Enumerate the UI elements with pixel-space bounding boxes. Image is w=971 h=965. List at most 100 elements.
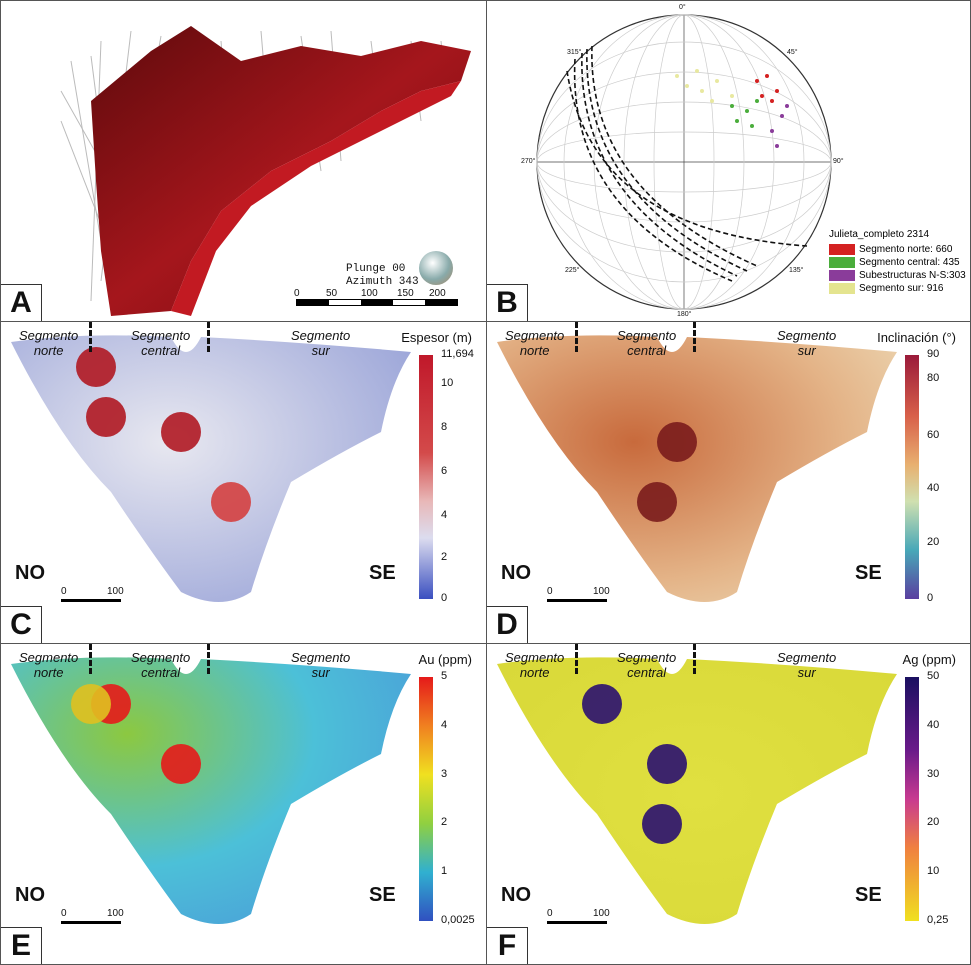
colorbar-tick: 20 (927, 816, 940, 829)
legend-swatch (829, 244, 855, 255)
dir-135: 135° (789, 267, 804, 274)
colorbar-tick: 10 (927, 865, 940, 878)
segment-norte-line-2: norte (519, 343, 550, 358)
colorbar-tick: 90 (927, 348, 940, 360)
map-scale-100: 100 (107, 586, 124, 597)
colorbar-tick: 0 (927, 592, 934, 604)
panel-d: Segmento norte Segmento central Segmento… (486, 321, 971, 644)
segment-sur-line-1: Segmento (291, 328, 351, 343)
segment-sur-label: Segmento sur (777, 650, 836, 680)
segment-divider-1 (575, 644, 578, 674)
scale-tick-200: 200 (429, 288, 446, 299)
surface-map (11, 657, 411, 924)
colorbar-title: Ag (ppm) (902, 652, 956, 667)
colorbar-tick: 0,25 (927, 914, 949, 926)
segment-sur-label: Segmento sur (291, 650, 350, 680)
legend-title: Julieta_completo 2314 (829, 229, 930, 240)
colorbar-tick: 20 (927, 535, 940, 548)
segment-central-label: Segmento central (617, 328, 676, 358)
surface-map (497, 657, 897, 924)
colorbar (419, 677, 433, 921)
colorbar (905, 677, 919, 921)
segment-central-line-1: Segmento (131, 328, 191, 343)
segment-divider-2 (207, 322, 210, 352)
dir-no-label: NO (501, 884, 531, 906)
legend-label: Segmento sur: 916 (859, 283, 944, 294)
segment-divider-2 (693, 644, 696, 674)
panel-label-d: D (487, 606, 528, 643)
colorbar-tick: 10 (441, 377, 454, 390)
segment-divider-1 (89, 644, 92, 674)
panel-label-b: B (487, 284, 528, 321)
colorbar-tick: 4 (441, 718, 448, 731)
colorbar (419, 355, 433, 599)
colorbar-tick: 1 (441, 865, 448, 878)
scale-tick-0: 0 (294, 288, 300, 299)
colorbar (905, 355, 919, 599)
colorbar-tick: 40 (927, 482, 940, 495)
segment-divider-2 (693, 322, 696, 352)
map-scale-0: 0 (61, 586, 67, 597)
map-scale-0: 0 (547, 586, 553, 597)
colorbar-tick: 2 (441, 550, 448, 563)
map-scale-bar (547, 599, 607, 602)
colorbar-tick: 30 (927, 767, 940, 780)
segment-central-line-1: Segmento (617, 328, 677, 343)
segment-sur-line-1: Segmento (291, 650, 351, 665)
segment-norte-line-1: Segmento (505, 650, 565, 665)
segment-central-line-1: Segmento (131, 650, 191, 665)
panel-a: Plunge 00 Azimuth 343 0 50 100 150 200 A (0, 0, 487, 322)
dir-no-label: NO (15, 884, 45, 906)
segment-central-label: Segmento central (617, 650, 676, 680)
map-scale-bar (547, 921, 607, 924)
plunge-label: Plunge 00 (346, 263, 406, 275)
segment-central-line-2: central (627, 343, 667, 358)
legend-swatch (829, 270, 855, 281)
colorbar-tick: 2 (441, 816, 448, 829)
legend-label: Segmento norte: 660 (859, 244, 953, 255)
map-scale-100: 100 (107, 908, 124, 919)
legend: Julieta_completo 2314 Segmento norte: 66… (829, 229, 969, 296)
segment-norte-label: Segmento norte (505, 328, 564, 358)
segment-norte-line-1: Segmento (19, 650, 79, 665)
dir-no-label: NO (15, 562, 45, 584)
legend-item: Segmento central: 435 (829, 257, 969, 268)
dir-se-label: SE (855, 562, 882, 584)
panel-label-f: F (487, 927, 528, 964)
segment-sur-line-2: sur (311, 343, 330, 358)
colorbar-tick: 3 (441, 767, 448, 780)
segment-sur-label: Segmento sur (777, 328, 836, 358)
map-scale-100: 100 (593, 908, 610, 919)
segment-norte-line-1: Segmento (505, 328, 565, 343)
colorbar-title: Espesor (m) (401, 330, 472, 345)
segment-norte-line-1: Segmento (19, 328, 79, 343)
map-scale-bar (61, 599, 121, 602)
legend-item: Segmento norte: 660 (829, 244, 969, 255)
segment-central-line-2: central (141, 343, 181, 358)
stereonet (536, 14, 832, 310)
segment-sur-line-1: Segmento (777, 650, 837, 665)
dir-180: 180° (677, 311, 692, 318)
dir-se-label: SE (369, 562, 396, 584)
segment-central-line-1: Segmento (617, 650, 677, 665)
segment-central-line-2: central (627, 665, 667, 680)
scale-tick-50: 50 (326, 288, 338, 299)
colorbar-tick: 40 (927, 718, 940, 731)
vein-3d-model (60, 26, 471, 316)
segment-sur-line-2: sur (311, 665, 330, 680)
segment-norte-label: Segmento norte (505, 650, 564, 680)
map-scale-bar (61, 921, 121, 924)
dir-45: 45° (787, 49, 798, 56)
dir-90: 90° (833, 158, 844, 165)
orientation-globe-icon[interactable] (419, 251, 453, 285)
colorbar-title: Inclinación (°) (877, 330, 956, 345)
dir-270: 270° (521, 158, 536, 165)
colorbar-tick: 0,0025 (441, 914, 475, 926)
legend-swatch (829, 257, 855, 268)
dir-225: 225° (565, 267, 580, 274)
colorbar-tick: 60 (927, 428, 940, 441)
segment-norte-line-2: norte (33, 343, 64, 358)
scale-tick-150: 150 (397, 288, 414, 299)
panel-e: Segmento norte Segmento central Segmento… (0, 643, 487, 965)
dir-315: 315° (567, 49, 582, 56)
